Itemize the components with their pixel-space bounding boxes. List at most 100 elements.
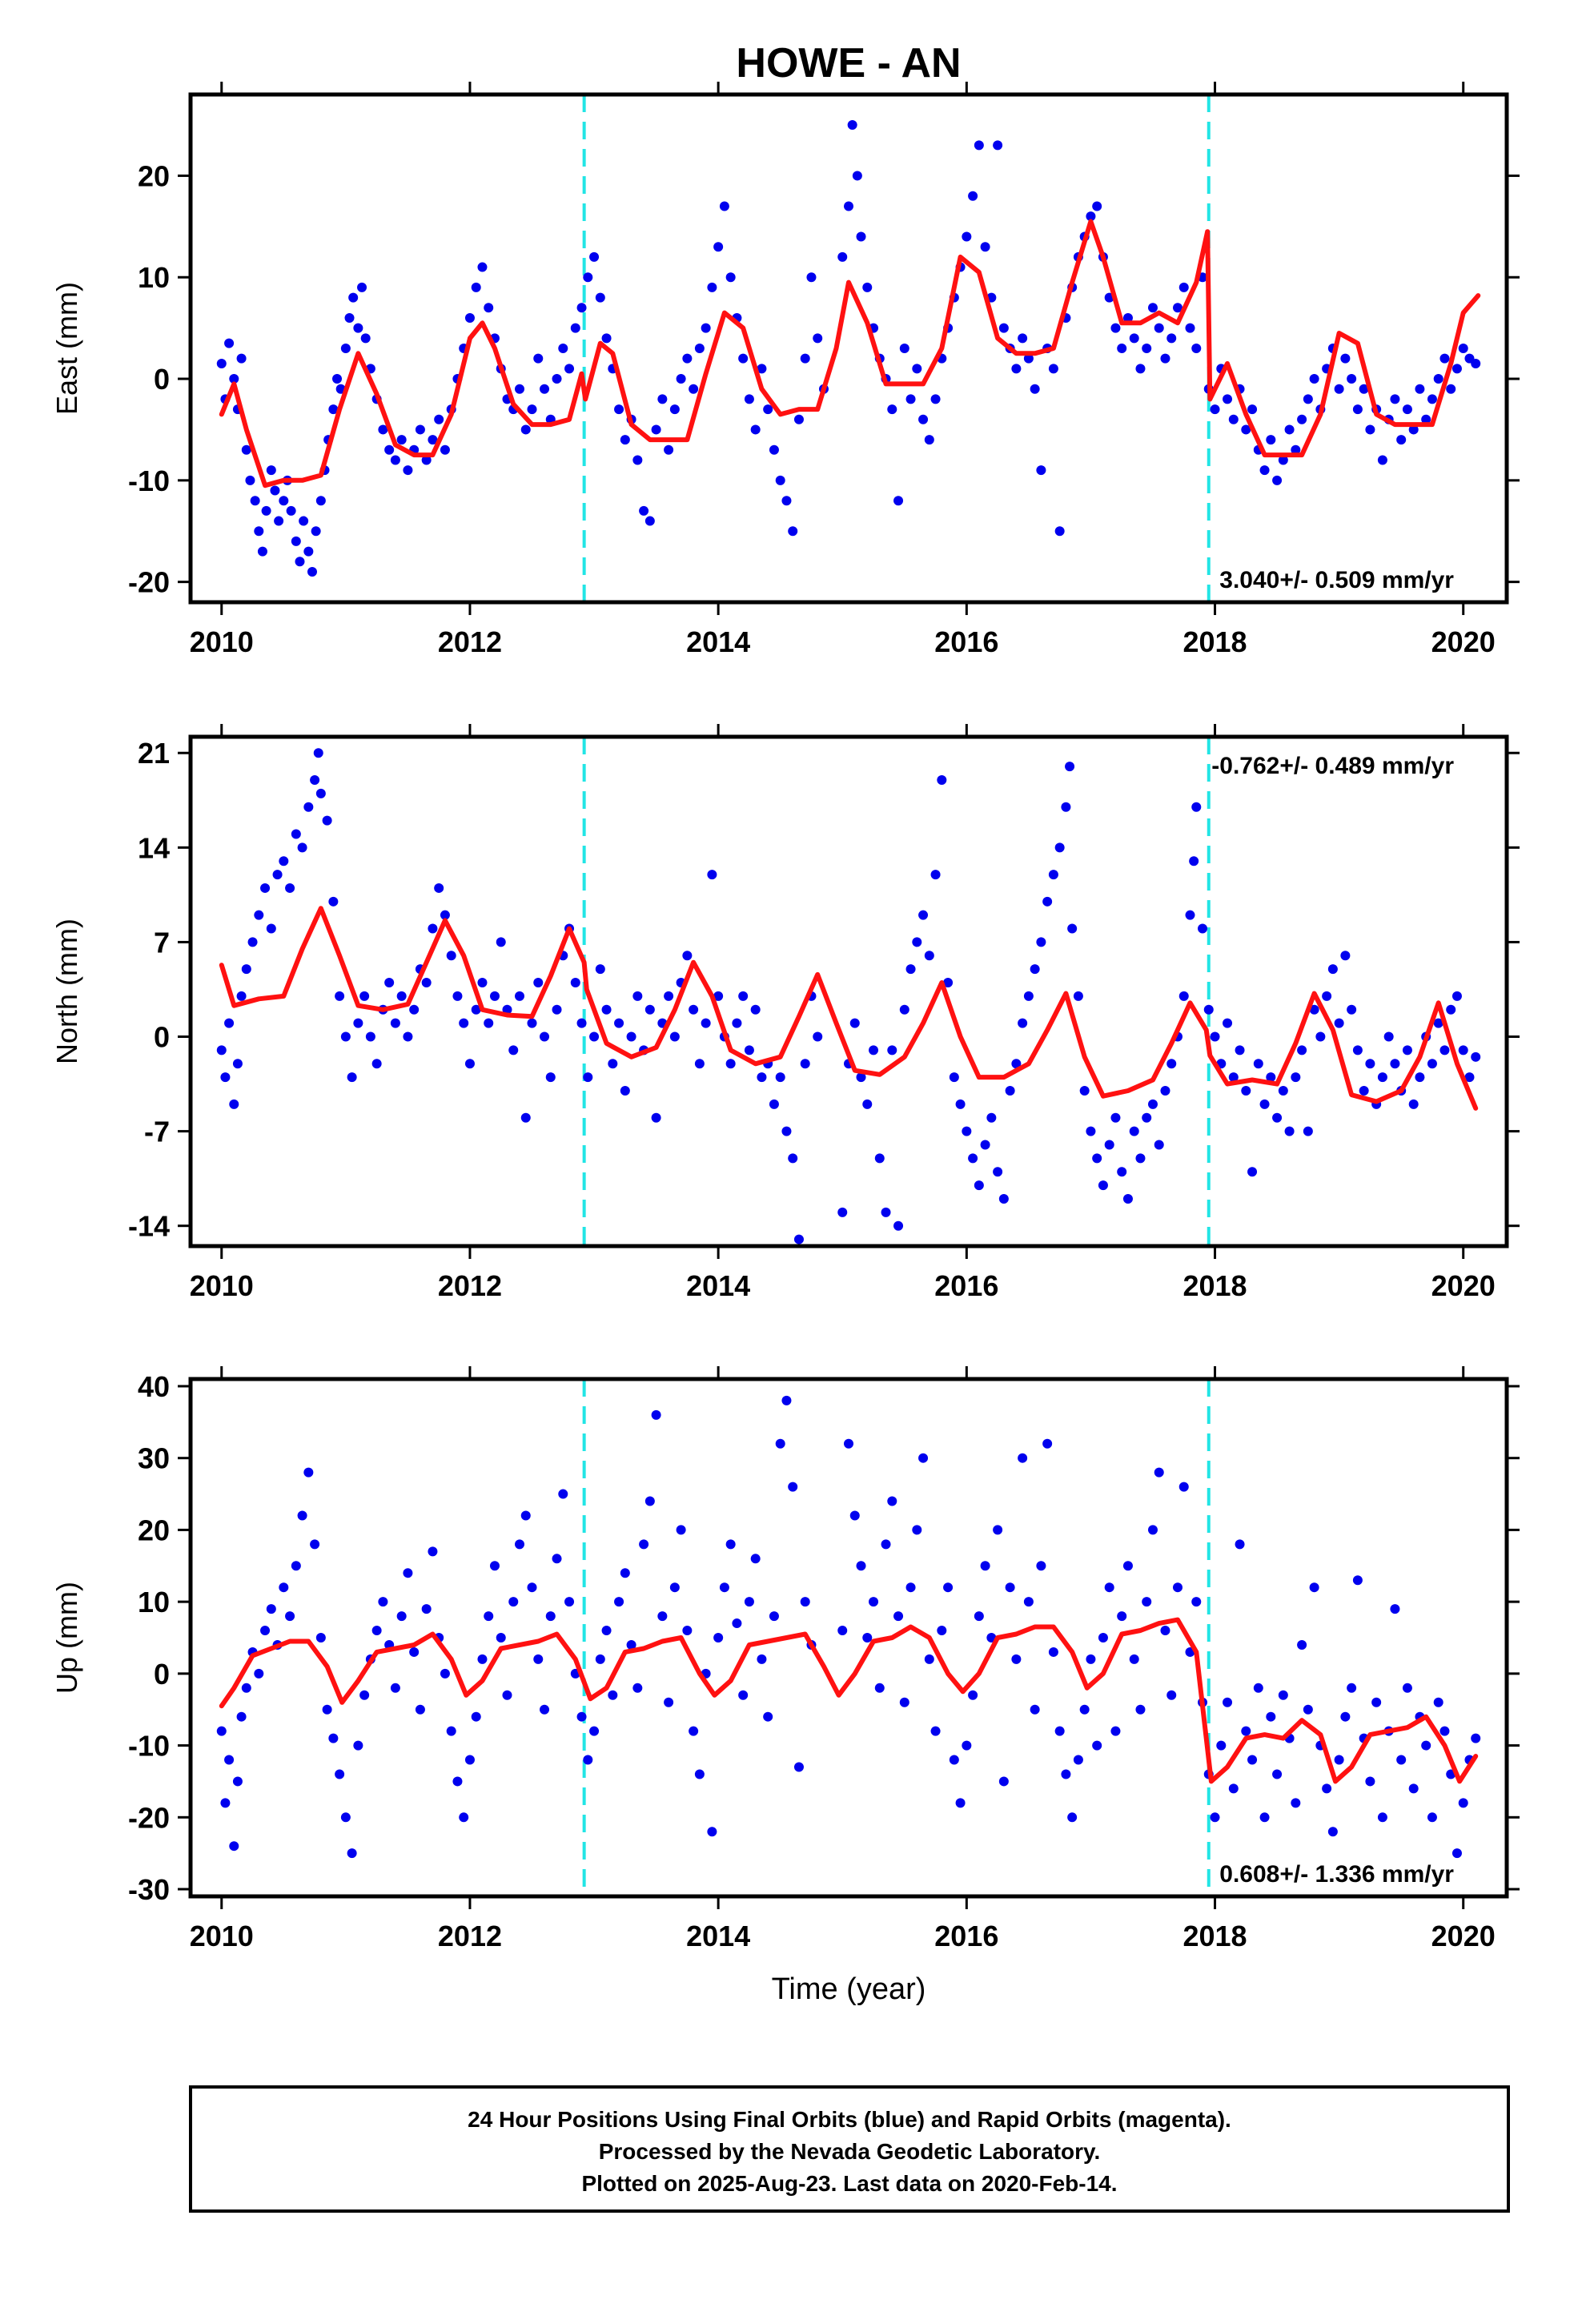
- data-point: [1142, 1112, 1152, 1123]
- data-point: [1278, 1085, 1288, 1096]
- data-point: [552, 374, 562, 384]
- data-point: [1223, 1018, 1233, 1028]
- data-point: [1352, 1045, 1363, 1055]
- data-point: [626, 1031, 636, 1042]
- y-tick-label: -20: [128, 566, 170, 599]
- data-point: [1086, 211, 1096, 222]
- data-point: [415, 424, 425, 435]
- data-point: [220, 1072, 231, 1083]
- data-point: [415, 1704, 425, 1715]
- data-point: [738, 1690, 749, 1700]
- data-point: [856, 231, 866, 242]
- data-point: [924, 951, 934, 961]
- data-point: [1147, 303, 1158, 313]
- data-point: [1347, 374, 1357, 384]
- data-point: [769, 1611, 779, 1622]
- data-point: [279, 1582, 289, 1593]
- data-point: [601, 1626, 612, 1636]
- data-point: [552, 1554, 562, 1564]
- data-point: [403, 1568, 413, 1578]
- panel-frame: [188, 734, 1509, 1248]
- data-point: [1073, 1755, 1083, 1765]
- data-point: [1117, 1167, 1127, 1177]
- data-point: [1464, 1072, 1475, 1083]
- data-point: [1334, 1018, 1344, 1028]
- data-point: [732, 1018, 742, 1028]
- data-point: [1054, 526, 1065, 537]
- panel-up: 2010 2012 2014 2016 2018 2020 -30 -20 -10 0 10 20 30…: [50, 1366, 1520, 2006]
- data-point: [974, 1180, 984, 1191]
- data-point: [1036, 937, 1046, 947]
- data-point: [477, 978, 488, 988]
- data-point: [788, 1482, 798, 1492]
- data-point: [899, 1697, 909, 1707]
- data-point: [1471, 1051, 1481, 1062]
- data-point: [570, 978, 580, 988]
- data-point: [1452, 364, 1462, 374]
- data-point: [471, 282, 481, 292]
- data-point: [286, 505, 296, 516]
- data-point: [545, 1072, 556, 1083]
- data-point: [1266, 435, 1276, 445]
- data-point: [993, 1167, 1003, 1177]
- data-point: [769, 1099, 779, 1109]
- data-point: [806, 272, 817, 283]
- data-point: [1347, 1004, 1357, 1015]
- data-point: [949, 1072, 959, 1083]
- data-point: [335, 991, 345, 1001]
- x-tick-label: 2020: [1431, 1269, 1496, 1302]
- data-point: [1030, 1704, 1040, 1715]
- data-point: [1259, 465, 1270, 476]
- data-point: [657, 394, 668, 404]
- data-point: [303, 1467, 314, 1478]
- data-point: [689, 1004, 699, 1015]
- data-point: [924, 435, 934, 445]
- data-point: [310, 774, 320, 785]
- data-point: [520, 1510, 531, 1521]
- x-tick-label: 2010: [190, 625, 254, 658]
- data-point: [285, 883, 295, 893]
- data-point: [608, 1690, 618, 1700]
- data-point: [340, 1031, 351, 1042]
- data-point: [1458, 1045, 1468, 1055]
- data-point: [1122, 312, 1133, 323]
- data-point: [813, 1031, 823, 1042]
- data-point: [1408, 424, 1419, 435]
- plot-area: [216, 94, 1481, 602]
- data-point: [1023, 353, 1034, 364]
- data-point: [216, 1045, 227, 1055]
- data-point: [1396, 435, 1407, 445]
- data-point: [608, 1059, 618, 1069]
- data-point: [719, 201, 729, 211]
- data-point: [1458, 1798, 1468, 1808]
- y-tick-label: -7: [144, 1116, 170, 1148]
- data-point: [651, 424, 661, 435]
- data-point: [533, 1654, 544, 1664]
- data-point: [694, 1059, 705, 1069]
- data-point: [224, 1755, 235, 1765]
- data-point: [707, 1827, 717, 1837]
- data-point: [1135, 364, 1146, 374]
- data-point: [993, 140, 1003, 151]
- data-point: [589, 251, 600, 262]
- data-point: [583, 1755, 593, 1765]
- data-point: [396, 991, 407, 1001]
- data-point: [1291, 1072, 1301, 1083]
- data-point: [707, 282, 717, 292]
- data-point: [552, 1004, 562, 1015]
- data-point: [1303, 1126, 1313, 1136]
- data-point: [962, 231, 972, 242]
- data-point: [274, 516, 284, 526]
- velocity-label: 0.608+/- 1.336 mm/yr: [1219, 1861, 1454, 1888]
- data-point: [1142, 344, 1152, 353]
- data-point: [1315, 1031, 1326, 1042]
- data-point: [738, 991, 749, 1001]
- data-point: [471, 1004, 481, 1015]
- data-point: [899, 344, 909, 353]
- data-point: [614, 1597, 624, 1607]
- data-point: [353, 1018, 363, 1028]
- data-point: [632, 1683, 643, 1693]
- data-point: [489, 1561, 500, 1571]
- data-point: [937, 1626, 947, 1636]
- data-point: [887, 1045, 897, 1055]
